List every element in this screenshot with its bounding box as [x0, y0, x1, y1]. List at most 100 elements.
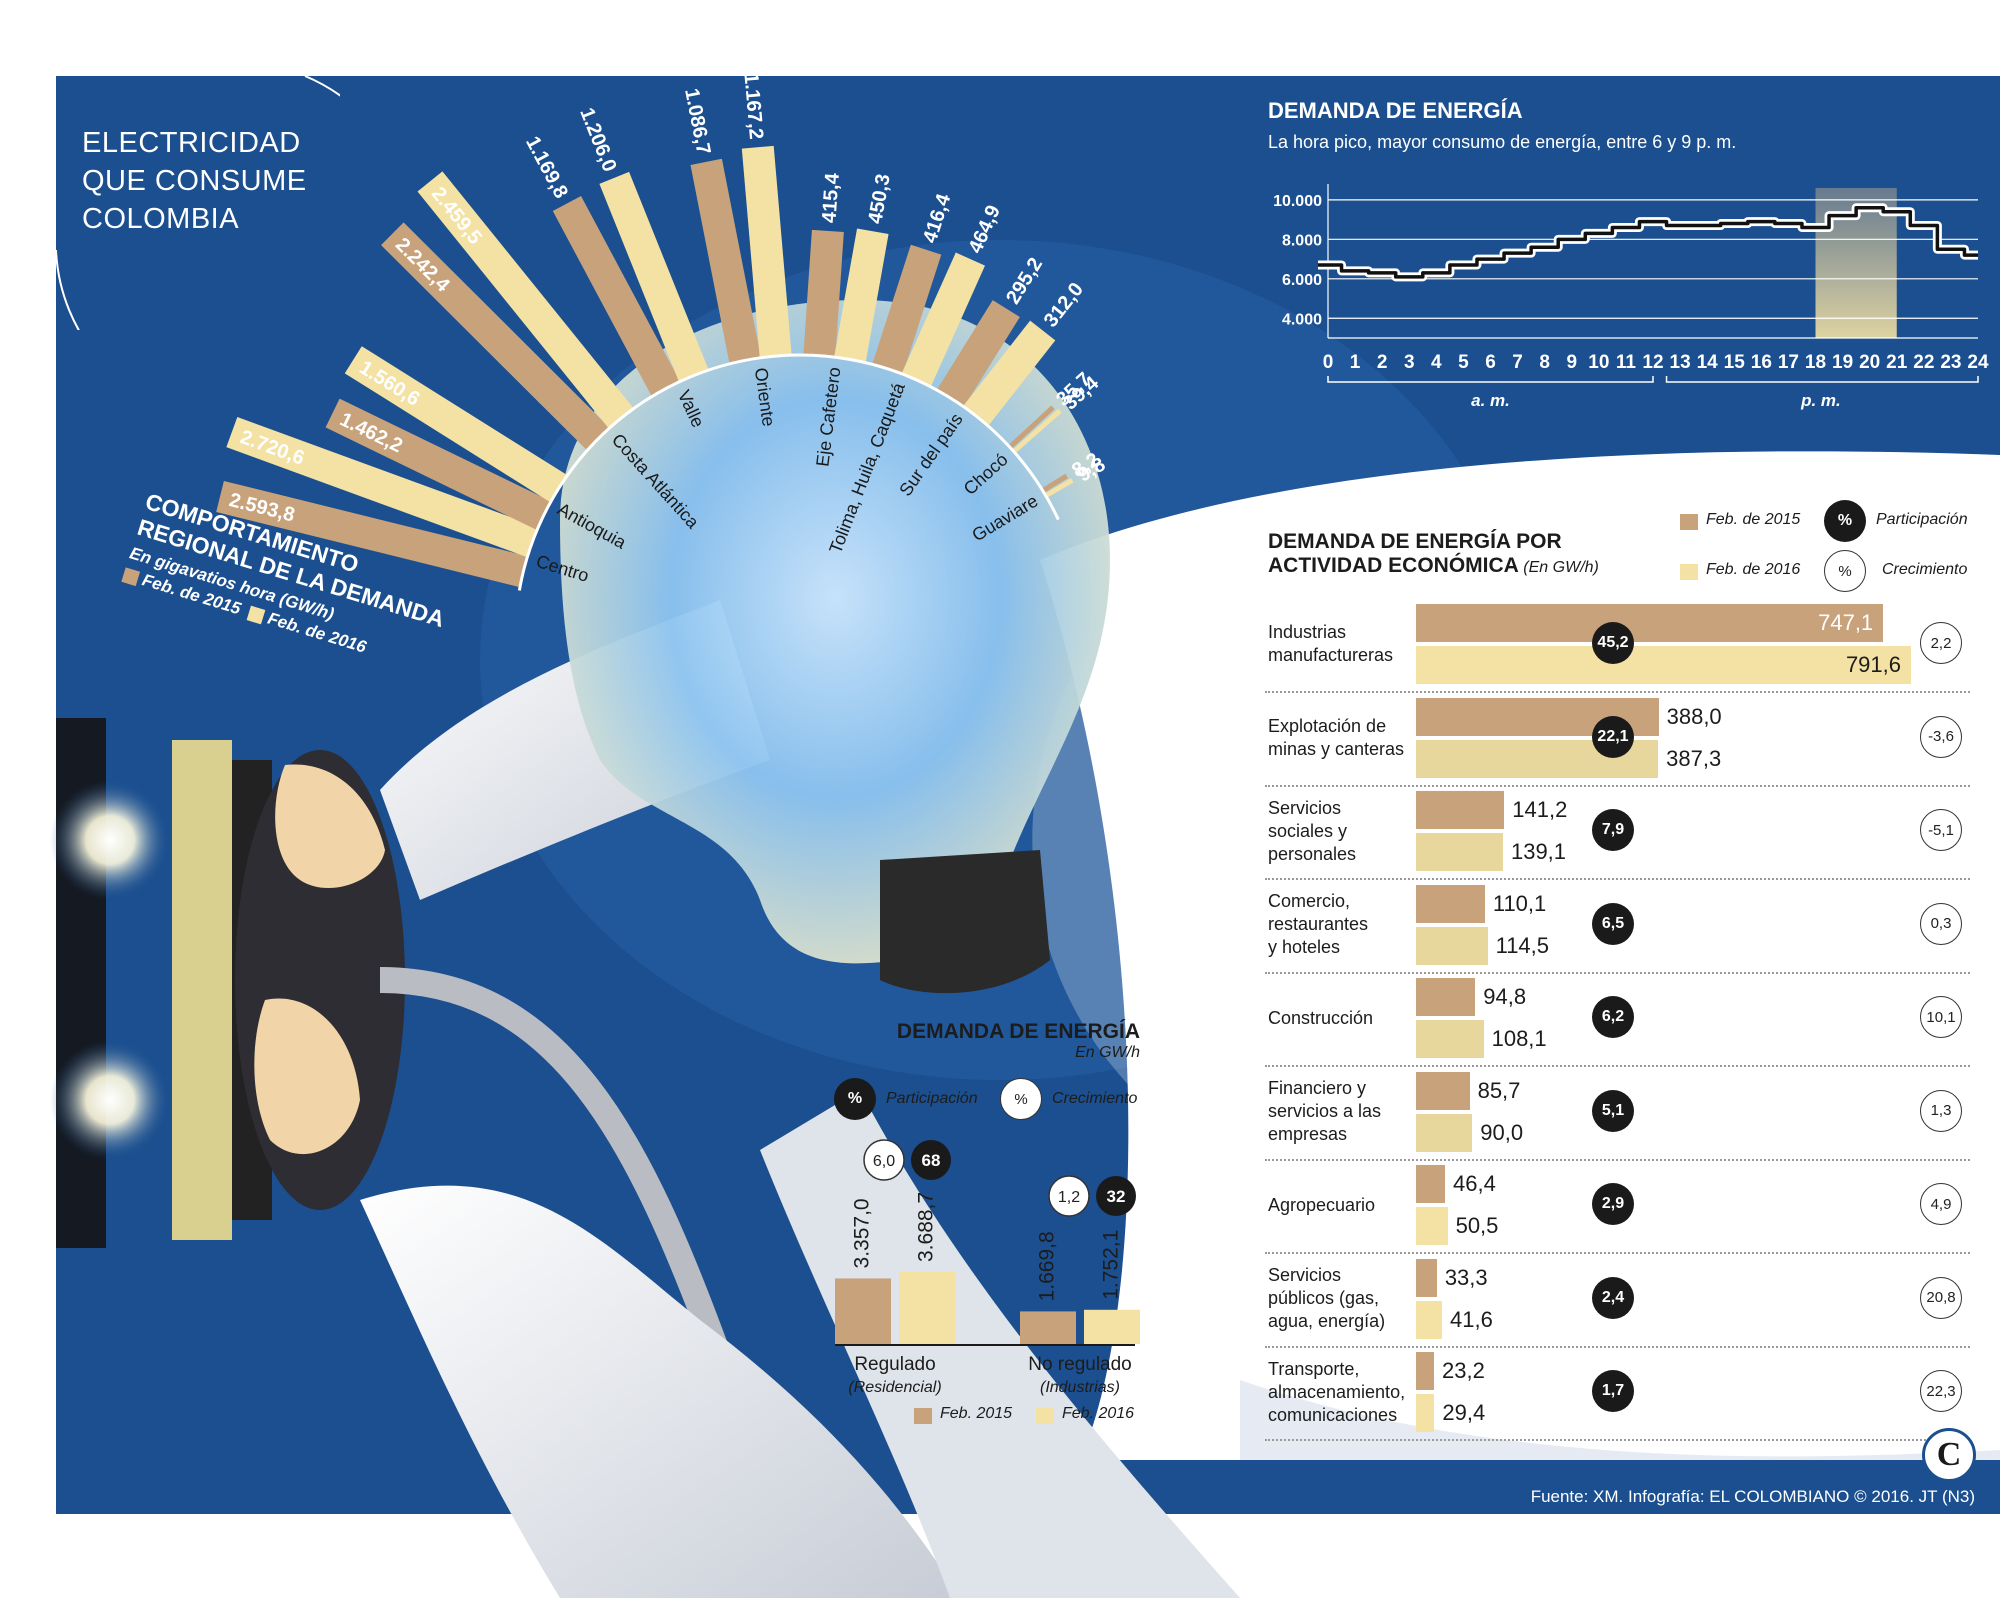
sector-bar-2015	[1416, 1071, 1470, 1110]
regional-bar	[381, 222, 610, 451]
sector-title-line2: ACTIVIDAD ECONÓMICA	[1268, 554, 1519, 577]
regional-bar	[834, 228, 889, 363]
x-tick-label: 11	[1616, 352, 1637, 373]
main-title-line: COLOMBIA	[82, 203, 240, 235]
regional-bar	[690, 158, 761, 364]
y-tick-label: 10.000	[1273, 193, 1322, 210]
sector-value-label: 23,2	[1442, 1358, 1485, 1383]
y-tick-label: 6.000	[1282, 272, 1322, 289]
regional-value-label: 415,4	[818, 171, 843, 223]
x-tick-label: 19	[1832, 352, 1853, 373]
sector-category-label: Transporte, almacenamiento, comunicaciones	[1268, 1358, 1406, 1425]
legend-swatch-2016	[246, 605, 266, 625]
sector-row	[1265, 1159, 1970, 1254]
sector-bar-2016	[1416, 646, 1911, 684]
regional-bar	[552, 195, 680, 397]
sector-category-label: Servicios sociales y personales	[1268, 797, 1357, 864]
demand-line	[1318, 206, 1978, 279]
regional-bar-group: 415,4	[803, 171, 844, 357]
y-tick-label: 4.000	[1282, 311, 1322, 328]
market-bar-2016	[899, 1272, 955, 1344]
market-bar-2016	[1084, 1309, 1140, 1344]
regional-category-group: Chocó	[960, 449, 1012, 499]
regional-category-label: Costa Atlántica	[608, 430, 704, 533]
regional-value-label: 295,2	[1002, 254, 1047, 308]
regional-category-label: Centro	[534, 551, 592, 586]
participation-value: 68	[922, 1151, 941, 1170]
market-title-block: DEMANDA DE ENERGÍA En GW/h	[860, 1020, 1140, 1062]
sector-category-label: Construcción	[1268, 1007, 1374, 1028]
regional-bar	[901, 252, 985, 387]
sector-bar-2016	[1416, 833, 1503, 871]
y-tick-label: 8.000	[1282, 232, 1322, 249]
x-tick-label: 3	[1404, 352, 1415, 373]
regional-bar	[599, 171, 709, 382]
regional-category-group: Antioquia	[554, 499, 630, 553]
regional-bar	[872, 244, 942, 374]
sector-row	[1265, 1066, 1970, 1161]
sector-bar-2016	[1416, 1394, 1435, 1432]
growth-circle: 10,1	[1920, 996, 1962, 1038]
regional-bar	[803, 229, 844, 357]
x-tick-label: 1	[1350, 352, 1361, 373]
x-tick-label: 23	[1940, 352, 1961, 373]
regional-value-label: 1.206,0	[575, 105, 620, 175]
growth-circle: 1,3	[1920, 1089, 1962, 1132]
sector-bar-2016	[1416, 1113, 1473, 1152]
sector-bar-2015	[1416, 791, 1505, 829]
participation-badge: 2,9	[1592, 1183, 1634, 1225]
sector-title-line1: DEMANDA DE ENERGÍA POR	[1268, 530, 1562, 553]
regional-category-label: Sur del país	[895, 410, 966, 500]
regional-category-label: Eje Cafetero	[812, 366, 844, 468]
sector-value-label: 41,6	[1450, 1306, 1493, 1332]
sector-value-label: 90,0	[1480, 1119, 1524, 1145]
sector-row	[1265, 1253, 1970, 1348]
regional-value-label: 464,9	[965, 202, 1006, 257]
sector-title: DEMANDA DE ENERGÍA POR ACTIVIDAD ECONÓMI…	[1268, 530, 1599, 578]
sector-unit: (En GW/h)	[1523, 559, 1599, 576]
sector-bar-2015	[1416, 884, 1485, 923]
growth-circle: 20,8	[1920, 1276, 1962, 1319]
market-value-label: 1.752,1	[1100, 1230, 1123, 1300]
growth-circle: 2,2	[1920, 622, 1962, 664]
sector-legend-2015: Feb. de 2015	[1706, 511, 1801, 528]
hourly-title: DEMANDA DE ENERGÍA	[1268, 98, 1523, 123]
sector-legend-growth: Crecimiento	[1882, 561, 1968, 578]
regional-bar	[741, 145, 792, 358]
el-colombiano-logo: C	[1922, 1428, 1976, 1482]
regional-bar	[937, 300, 1020, 407]
growth-circle: 22,3	[1920, 1370, 1962, 1412]
regional-bar	[325, 398, 551, 530]
sector-row	[1265, 598, 1970, 693]
participation-legend-badge: %	[1824, 500, 1866, 542]
regional-category-group: Oriente	[751, 366, 779, 427]
participation-badge: 1,7	[1592, 1370, 1634, 1412]
sector-category-label: Financiero y servicios a las empresas	[1268, 1078, 1382, 1144]
sector-bar-2015	[1416, 1258, 1437, 1297]
growth-circle: -5,1	[1920, 809, 1962, 851]
x-tick-label: 5	[1458, 352, 1469, 373]
sector-bar-2016	[1416, 1300, 1442, 1339]
x-tick-label: 0	[1323, 352, 1334, 373]
legend-swatch-2015	[914, 1408, 932, 1424]
regional-bar	[226, 417, 538, 558]
regional-bar	[1008, 405, 1055, 449]
participation-legend-badge: %	[834, 1078, 876, 1120]
x-tick-label: 18	[1805, 352, 1826, 373]
x-tick-label: 6	[1485, 352, 1496, 373]
sector-value-label: 108,1	[1491, 1026, 1547, 1051]
regional-category-label: Valle	[674, 387, 708, 431]
regional-bar	[344, 346, 568, 503]
am-bracket	[1327, 376, 1654, 383]
pm-bracket	[1665, 376, 1979, 383]
sector-category-label: Comercio, restaurantes y hoteles	[1268, 891, 1369, 957]
legend-swatch-2016	[1680, 564, 1698, 580]
regional-bar-group: 450,3	[834, 172, 895, 363]
market-legend-growth: Crecimiento	[1052, 1090, 1138, 1107]
market-value-label: 3.357,0	[851, 1198, 874, 1268]
regional-bar-group: 1.167,2	[739, 72, 792, 358]
regional-category-group: Centro	[534, 551, 592, 586]
market-bar-2015	[1020, 1311, 1076, 1344]
x-tick-label: 10	[1588, 352, 1609, 373]
